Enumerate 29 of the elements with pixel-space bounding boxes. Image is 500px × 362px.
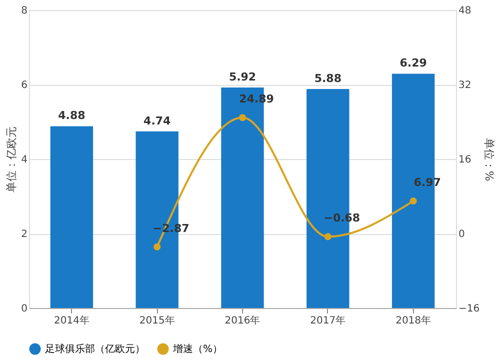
data-label: 4.88	[58, 109, 86, 122]
y-tick-label: 8	[21, 6, 28, 16]
data-label: 5.88	[314, 72, 342, 85]
y-tick-label: 6	[21, 80, 28, 91]
x-tick-label: 2016年	[224, 314, 260, 326]
y-tick-label: 2	[21, 229, 28, 240]
y-tick-label: 4	[21, 154, 28, 166]
point	[238, 114, 246, 122]
y2-tick-label: 16	[458, 154, 472, 166]
y2-tick-label: −16	[458, 304, 480, 314]
legend-label: 足球俱乐部（亿欧元）	[45, 343, 145, 355]
point	[410, 198, 417, 205]
y2-tick-label: 32	[458, 80, 472, 91]
bar	[50, 126, 94, 308]
y-axis-title: 单位：亿欧元	[5, 126, 18, 192]
x-tick-label: 2017年	[310, 314, 346, 326]
data-label: 4.74	[144, 114, 172, 128]
y-tick-label: 0	[21, 304, 28, 314]
y2-tick-label: 48	[458, 6, 472, 16]
legend-label: 增速（%）	[172, 343, 223, 355]
point	[154, 243, 161, 250]
x-tick-label: 2015年	[139, 314, 175, 326]
x-tick-label: 2014年	[54, 314, 90, 326]
x-tick-label: 2018年	[396, 314, 432, 326]
y2-axis-title: 单位：%	[482, 138, 496, 182]
data-label: 5.92	[228, 70, 256, 84]
y2-tick-label: 0	[458, 229, 465, 240]
point	[324, 233, 332, 240]
data-label: 6.29	[400, 56, 427, 70]
